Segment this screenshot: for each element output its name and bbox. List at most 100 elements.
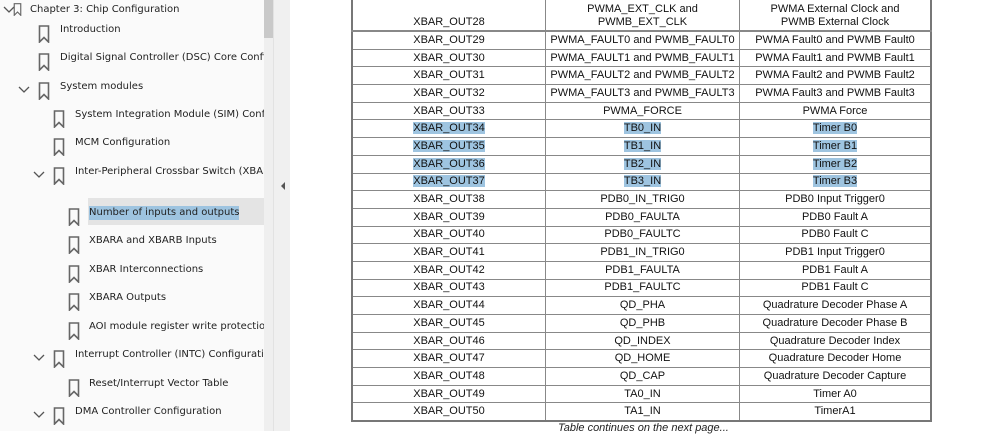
bookmark-icon (53, 350, 65, 368)
bookmark-item[interactable]: System Integration Module (SIM) Configur… (0, 108, 264, 136)
chevron-down-icon[interactable] (18, 85, 30, 95)
cell-text: Quadrature Decoder Home (768, 352, 902, 365)
bookmark-icon (68, 293, 80, 311)
cell-text: XBAR_OUT33 (413, 104, 485, 117)
cell-text: PWMA Force (802, 104, 868, 117)
table-row: XBAR_OUT44 QD_PHA Quadrature Decoder Phase… (351, 296, 932, 315)
bookmark-item[interactable]: Chapter 3: Chip Configuration (0, 3, 264, 31)
description-cell: PDB1 Fault C (739, 278, 932, 298)
chevron-down-icon[interactable] (33, 353, 45, 363)
bookmark-item[interactable]: Introduction (0, 23, 264, 51)
table-row: XBAR_OUT35 TB1_IN Timer B1 (351, 137, 932, 156)
cell-text: TB0_IN (623, 122, 662, 135)
bookmark-item[interactable]: XBARA Outputs (0, 291, 264, 319)
cell-text: XBAR_OUT41 (413, 246, 485, 259)
bookmark-item[interactable]: MCM Configuration (0, 136, 264, 164)
signal-cell: QD_HOME (545, 349, 740, 369)
cell-text: PWMA External Clock and PWMB External Cl… (770, 3, 900, 28)
signal-cell: PDB1_IN_TRIG0 (545, 243, 740, 262)
bookmark-item[interactable]: System modules (0, 80, 264, 108)
bookmark-item[interactable]: AOI module register write protection (0, 320, 264, 348)
bookmarks-scrollbar[interactable] (264, 0, 273, 431)
cell-text: PDB0 Fault C (801, 228, 869, 241)
cell-text: XBAR_OUT29 (413, 33, 485, 46)
bookmark-item[interactable]: XBARA and XBARB Inputs (0, 234, 264, 262)
cell-text: QD_HOME (614, 352, 671, 365)
bookmark-icon (68, 265, 80, 283)
cell-text: PWMA_FAULT0 and PWMB_FAULT0 (550, 33, 735, 46)
output-cell: XBAR_OUT29 (351, 30, 546, 50)
description-cell: PWMA Fault3 and PWMB Fault3 (739, 84, 932, 103)
bookmark-label: System modules (60, 81, 144, 92)
bookmark-item[interactable]: Digital Signal Controller (DSC) Core Con… (0, 51, 264, 79)
bookmark-icon (38, 53, 50, 71)
bookmark-item[interactable]: Inter-Peripheral Crossbar Switch (XBAR) … (0, 165, 264, 193)
bookmark-item[interactable]: Number of inputs and outputs (0, 198, 264, 234)
bookmark-icon (53, 110, 65, 128)
cell-text: PDB0 Fault A (801, 210, 869, 223)
bookmark-label: DMA Controller Configuration (75, 406, 222, 417)
signal-cell: QD_INDEX (545, 331, 740, 351)
cell-text: PWMA_EXT_CLK and PWMB_EXT_CLK (587, 3, 698, 28)
cell-text: Timer B3 (812, 175, 858, 188)
table-row: XBAR_OUT31 PWMA_FAULT2 and PWMB_FAULT2 PWM… (351, 66, 932, 86)
signal-cell: PWMA_FAULT3 and PWMB_FAULT3 (545, 84, 740, 103)
signal-cell: TB2_IN (545, 154, 740, 174)
table-row: XBAR_OUT47 QD_HOME Quadrature Decoder Home (351, 349, 932, 369)
output-cell: XBAR_OUT28 (351, 0, 546, 32)
bookmark-icon (53, 138, 65, 156)
cell-text: XBAR_OUT31 (413, 69, 485, 82)
cell-text: PWMA_FAULT1 and PWMB_FAULT1 (550, 51, 735, 64)
cell-text: QD_CAP (619, 369, 666, 382)
output-cell: XBAR_OUT47 (351, 349, 546, 369)
signal-cell: TB1_IN (545, 137, 740, 156)
cell-text: TB1_IN (623, 139, 662, 152)
signal-cell: PWMA_FAULT2 and PWMB_FAULT2 (545, 66, 740, 86)
table-row: XBAR_OUT28 PWMA_EXT_CLK and PWMB_EXT_CLK P… (351, 0, 932, 32)
cell-text: PWMA_FAULT3 and PWMB_FAULT3 (550, 86, 735, 99)
table-row: XBAR_OUT46 QD_INDEX Quadrature Decoder Ind… (351, 331, 932, 351)
chevron-down-icon[interactable] (33, 170, 45, 180)
description-cell: Quadrature Decoder Phase A (739, 296, 932, 315)
cell-text: PDB1 Fault A (801, 263, 869, 276)
bookmark-label: Reset/Interrupt Vector Table (89, 378, 229, 389)
cell-text: PDB1 Input Trigger0 (785, 246, 885, 259)
cell-text: Quadrature Decoder Index (769, 334, 901, 347)
cell-text: Quadrature Decoder Phase A (762, 299, 908, 312)
scrollbar-thumb[interactable] (264, 0, 273, 38)
output-cell: XBAR_OUT45 (351, 314, 546, 333)
output-cell: XBAR_OUT40 (351, 225, 546, 245)
output-cell: XBAR_OUT39 (351, 207, 546, 227)
cell-text: QD_INDEX (614, 334, 671, 347)
cell-text: XBAR_OUT44 (413, 299, 485, 312)
bookmark-item[interactable]: Reset/Interrupt Vector Table (0, 377, 264, 405)
bookmark-item[interactable]: XBAR Interconnections (0, 263, 264, 291)
description-cell: PDB1 Fault A (739, 260, 932, 280)
bookmark-label: Chapter 3: Chip Configuration (30, 4, 180, 15)
bookmark-item[interactable]: Interrupt Controller (INTC) Configuratio… (0, 348, 264, 376)
signal-cell: PWMA_FAULT1 and PWMB_FAULT1 (545, 48, 740, 68)
collapse-panel-arrow-icon[interactable] (281, 182, 285, 190)
signal-cell: QD_PHA (545, 296, 740, 315)
table-row: XBAR_OUT49 TA0_IN Timer A0 (351, 384, 932, 404)
bookmark-item[interactable]: DMA Controller Configuration (0, 405, 264, 431)
bookmark-label: XBAR Interconnections (89, 264, 204, 275)
table-row: XBAR_OUT48 QD_CAP Quadrature Decoder Captu… (351, 367, 932, 386)
cell-text: TA0_IN (624, 387, 661, 400)
cell-text: QD_PHB (619, 316, 666, 329)
bookmark-icon (53, 167, 65, 185)
table-row: XBAR_OUT39 PDB0_FAULTA PDB0 Fault A (351, 207, 932, 227)
output-cell: XBAR_OUT34 (351, 119, 546, 139)
panel-divider[interactable] (273, 0, 290, 431)
cell-text: Timer B0 (812, 122, 858, 135)
cell-text: XBAR_OUT48 (413, 369, 485, 382)
description-cell: PDB0 Input Trigger0 (739, 190, 932, 209)
signal-cell: PWMA_FORCE (545, 101, 740, 121)
output-cell: XBAR_OUT42 (351, 260, 546, 280)
chevron-down-icon[interactable] (3, 5, 15, 15)
signal-cell: PDB0_IN_TRIG0 (545, 190, 740, 209)
table-row: XBAR_OUT38 PDB0_IN_TRIG0 PDB0 Input Trigge… (351, 190, 932, 209)
output-cell: XBAR_OUT48 (351, 367, 546, 386)
chevron-down-icon[interactable] (33, 410, 45, 420)
cell-text: PWMA Fault3 and PWMB Fault3 (755, 86, 915, 99)
